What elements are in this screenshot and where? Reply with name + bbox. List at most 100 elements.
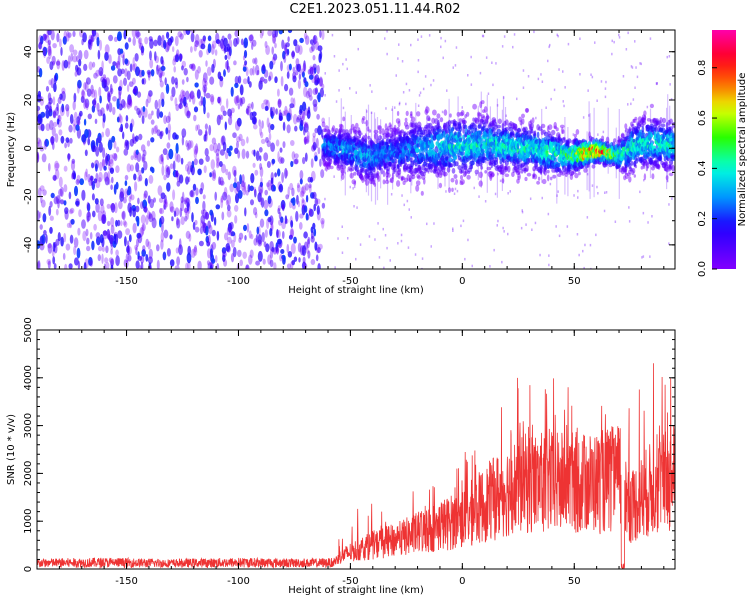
heatmap-cell [183, 199, 187, 205]
heatmap-cell [176, 49, 180, 58]
heatmap-cell [129, 164, 134, 172]
heatmap-cell [285, 42, 290, 48]
heatmap-cell [52, 174, 57, 181]
heatmap-cell [627, 103, 629, 106]
heatmap-cell [93, 89, 98, 100]
heatmap-cell [303, 32, 308, 40]
heatmap-cell [643, 110, 647, 116]
heatmap-cell [502, 96, 505, 99]
heatmap-cell [163, 204, 166, 210]
heatmap-cell [83, 63, 88, 71]
heatmap-cell [47, 92, 52, 102]
heatmap-cell [319, 87, 324, 98]
heatmap-cell [179, 33, 184, 40]
heatmap-cell [628, 176, 632, 183]
heatmap-cell [169, 206, 175, 213]
heatmap-cell [355, 122, 359, 129]
heatmap-cell [180, 216, 185, 226]
heatmap-cell [244, 60, 248, 66]
heatmap-cell [217, 96, 221, 104]
heatmap-cell [426, 115, 431, 122]
heatmap-cell [632, 98, 635, 101]
heatmap-cell [174, 207, 180, 217]
heatmap-cell [216, 263, 220, 269]
heatmap-cell [70, 52, 74, 62]
heatmap-cell [191, 63, 196, 70]
heatmap-cell [618, 36, 621, 39]
heatmap-cell [331, 33, 334, 37]
heatmap-cell [358, 130, 362, 137]
heatmap-cell [110, 184, 113, 190]
heatmap-cell [290, 220, 294, 228]
heatmap-cell [530, 122, 534, 129]
heatmap-cell [120, 99, 126, 108]
heatmap-cell [575, 129, 580, 135]
heatmap-cell [299, 190, 305, 198]
heatmap-cell [280, 61, 283, 72]
heatmap-cell [184, 105, 189, 117]
heatmap-cell [394, 159, 398, 164]
heatmap-cell [148, 90, 153, 97]
heatmap-cell [60, 135, 65, 144]
heatmap-cell [248, 81, 252, 88]
heatmap-cell [224, 60, 229, 70]
heatmap-cell [267, 216, 272, 223]
heatmap-cell [137, 37, 143, 45]
heatmap-cell [98, 86, 102, 98]
heatmap-cell [223, 69, 226, 77]
heatmap-cell [564, 86, 566, 89]
heatmap-cell [254, 169, 259, 176]
heatmap-cell [584, 243, 586, 247]
heatmap-cell [56, 59, 61, 70]
heatmap-cell [50, 192, 55, 199]
heatmap-cell [521, 209, 523, 212]
heatmap-cell [219, 149, 225, 156]
heatmap-cell [127, 245, 130, 256]
heatmap-cell [101, 214, 106, 224]
heatmap-cell [402, 91, 405, 94]
heatmap-cell [467, 74, 469, 77]
heatmap-cell [253, 207, 258, 216]
heatmap-cell [124, 180, 128, 187]
heatmap-cell [132, 57, 135, 67]
heatmap-cell [497, 219, 499, 223]
heatmap-cell [213, 142, 218, 153]
heatmap-cell [197, 129, 203, 136]
heatmap-cell [49, 201, 53, 208]
heatmap-cell [268, 122, 271, 134]
heatmap-cell [394, 106, 396, 109]
heatmap-cell [361, 132, 363, 136]
heatmap-cell [37, 137, 41, 144]
heatmap-cell [141, 153, 146, 163]
heatmap-cell [137, 176, 141, 182]
heatmap-cell [207, 234, 211, 246]
heatmap-cell [168, 148, 174, 160]
heatmap-cell [634, 86, 636, 89]
heatmap-cell [458, 138, 463, 142]
heatmap-cell [104, 176, 110, 186]
heatmap-cell [333, 175, 335, 178]
heatmap-cell [161, 222, 164, 233]
heatmap-cell [296, 184, 301, 193]
heatmap-cell [245, 265, 249, 269]
heatmap-cell [148, 248, 153, 259]
heatmap-cell [143, 193, 147, 200]
heatmap-cell [263, 99, 269, 105]
heatmap-cell [205, 212, 210, 220]
heatmap-cell [211, 40, 217, 49]
heatmap-cell [73, 237, 79, 248]
heatmap-cell [108, 154, 114, 165]
heatmap-cell [377, 125, 381, 130]
heatmap-cell [430, 83, 432, 87]
heatmap-cell [602, 130, 605, 134]
heatmap-cell [314, 87, 318, 95]
heatmap-cell [50, 30, 55, 41]
heatmap-cell [656, 82, 658, 85]
heatmap-cell [54, 160, 59, 172]
heatmap-cell [252, 162, 256, 168]
heatmap-cell [202, 77, 207, 89]
heatmap-cell [342, 62, 344, 66]
heatmap-cell [76, 55, 79, 63]
heatmap-cell [541, 80, 544, 83]
heatmap-cell [39, 185, 45, 192]
